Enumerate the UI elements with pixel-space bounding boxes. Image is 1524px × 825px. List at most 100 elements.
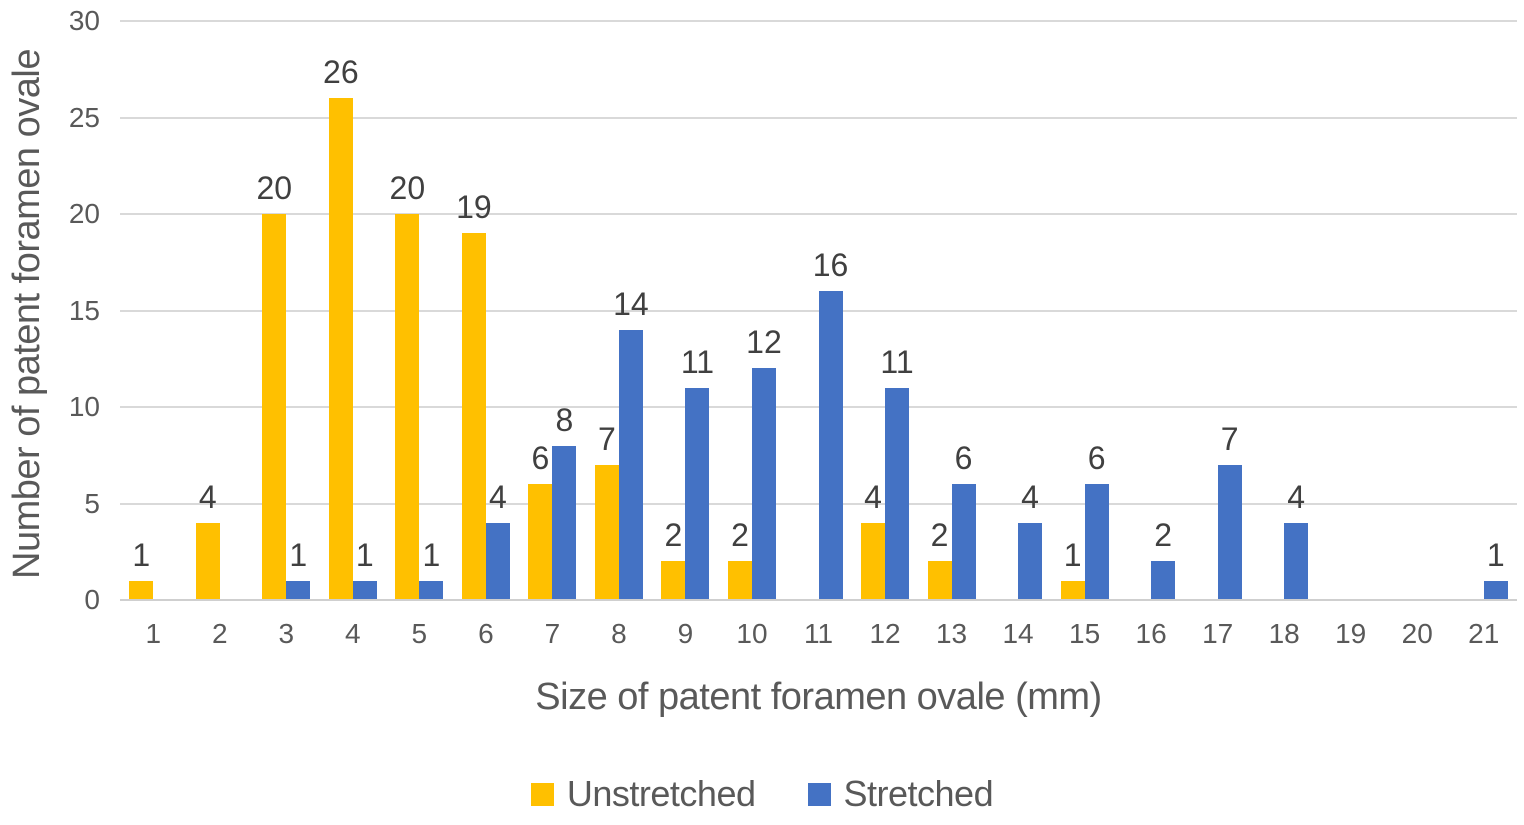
bar-stretched-6 [485, 522, 510, 600]
bar-label-stretched-12: 11 [880, 343, 914, 380]
x-axis-title: Size of patent foramen ovale (mm) [535, 676, 1102, 718]
x-axis-tick-13: 13 [935, 618, 968, 649]
bar-label-stretched-7: 8 [555, 401, 574, 438]
bar-unstretched-2 [195, 522, 220, 600]
bar-label-unstretched-15: 1 [1063, 536, 1082, 573]
legend-item-unstretched: Unstretched [530, 773, 756, 815]
bar-unstretched-7 [528, 484, 553, 600]
legend-label-stretched: Stretched [843, 773, 994, 814]
x-axis-tick-4: 4 [345, 618, 361, 649]
x-axis-tick-16: 16 [1135, 618, 1167, 649]
bar-label-unstretched-10: 2 [731, 517, 749, 554]
bar-stretched-13 [951, 484, 976, 600]
x-axis-tick-9: 9 [677, 618, 694, 649]
bar-unstretched-3 [262, 214, 287, 600]
x-axis-tick-18: 18 [1268, 618, 1300, 649]
bar-stretched-21 [1483, 580, 1508, 600]
x-axis-tick-21: 21 [1468, 618, 1500, 649]
bar-unstretched-10 [727, 561, 752, 600]
y-axis-tick-10: 10 [68, 391, 100, 422]
bar-label-stretched-13: 6 [954, 440, 973, 477]
bar-stretched-11 [818, 291, 843, 600]
bar-label-unstretched-8: 7 [598, 420, 616, 457]
x-axis-tick-2: 2 [211, 618, 228, 649]
bar-stretched-10 [751, 368, 776, 600]
x-axis-tick-15: 15 [1069, 618, 1101, 649]
bar-label-stretched-10: 12 [746, 324, 782, 361]
bar-stretched-4 [352, 580, 377, 600]
y-axis-ticks: 0 5 10 15 20 25 30 [0, 5, 100, 615]
bar-label-stretched-18: 4 [1287, 478, 1306, 515]
bar-label-stretched-6: 4 [488, 478, 507, 515]
bar-stretched-8 [618, 329, 643, 600]
bar-unstretched-9 [661, 561, 686, 600]
bar-unstretched-6 [461, 233, 486, 600]
gridline-25 [120, 116, 1517, 119]
bar-label-unstretched-9: 2 [664, 517, 683, 554]
x-axis-tick-14: 14 [1002, 618, 1034, 649]
bar-label-stretched-14: 4 [1021, 478, 1039, 515]
plot-area: 1 4 20 1 26 1 20 1 19 4 6 8 7 14 2 11 2 12 16 4 11 2 6 4 1 6 2 7 4 1 [120, 20, 1517, 601]
y-axis-tick-15: 15 [68, 294, 100, 326]
bar-label-stretched-11: 16 [812, 247, 849, 284]
x-axis-tick-11: 11 [803, 618, 834, 649]
gridline-30 [120, 20, 1517, 22]
x-axis-tick-10: 10 [736, 618, 768, 649]
bar-stretched-7 [552, 445, 577, 600]
bar-label-stretched-15: 6 [1087, 440, 1106, 477]
bar-label-unstretched-4: 26 [323, 54, 359, 91]
legend-label-unstretched: Unstretched [566, 773, 756, 814]
bar-stretched-3 [286, 580, 311, 600]
legend-item-stretched: Stretched [807, 773, 994, 815]
bar-unstretched-15 [1060, 580, 1085, 600]
x-axis-tick-17: 17 [1202, 618, 1234, 649]
bar-label-unstretched-1: 1 [132, 536, 151, 573]
bar-stretched-9 [685, 387, 710, 600]
bar-unstretched-8 [594, 464, 619, 600]
gridline-20 [120, 213, 1517, 215]
bar-label-unstretched-13: 2 [930, 517, 949, 554]
x-axis-tick-20: 20 [1401, 618, 1433, 649]
y-axis-tick-5: 5 [84, 487, 100, 519]
bar-stretched-18 [1284, 522, 1309, 600]
y-axis-tick-30: 30 [68, 5, 100, 36]
legend: Unstretched Stretched [0, 770, 1524, 818]
bar-label-stretched-16: 2 [1154, 517, 1172, 554]
bar-unstretched-4 [328, 98, 353, 600]
bar-label-stretched-5: 1 [422, 536, 441, 573]
bar-label-stretched-8: 14 [613, 285, 649, 322]
bar-unstretched-5 [395, 214, 420, 600]
x-axis-tick-6: 6 [478, 618, 494, 649]
x-axis-tick-19: 19 [1335, 618, 1367, 649]
y-axis-tick-20: 20 [68, 198, 100, 229]
x-axis-tick-1: 1 [145, 618, 162, 649]
legend-swatch-stretched-icon [807, 782, 831, 806]
x-axis-ticks: 1 2 3 4 5 6 7 8 9 10 11 12 13 14 15 16 17 18 19 20 21 [120, 612, 1517, 656]
bar-unstretched-12 [861, 522, 886, 600]
bar-label-unstretched-7: 6 [531, 440, 550, 477]
x-axis-tick-7: 7 [544, 618, 561, 649]
bar-label-unstretched-2: 4 [198, 478, 217, 515]
x-axis-tick-3: 3 [278, 618, 295, 649]
bar-stretched-16 [1151, 561, 1176, 600]
x-axis-line [120, 599, 1517, 601]
bar-label-stretched-21: 1 [1486, 536, 1505, 573]
bar-stretched-5 [419, 580, 444, 600]
x-axis-tick-8: 8 [611, 618, 627, 649]
bar-unstretched-1 [129, 580, 154, 600]
bar-label-unstretched-5: 20 [389, 170, 426, 206]
legend-swatch-unstretched-icon [530, 782, 554, 806]
bar-unstretched-13 [927, 561, 952, 600]
bar-stretched-15 [1084, 484, 1109, 600]
bar-label-unstretched-6: 19 [456, 189, 492, 226]
x-axis-tick-12: 12 [869, 618, 901, 649]
bar-stretched-14 [1018, 522, 1043, 600]
bar-label-stretched-3: 1 [289, 536, 308, 573]
bar-label-stretched-17: 7 [1220, 420, 1239, 457]
bar-label-stretched-4: 1 [355, 536, 374, 573]
bar-label-unstretched-3: 20 [256, 170, 293, 206]
y-axis-tick-25: 25 [68, 101, 100, 133]
y-axis-tick-0: 0 [84, 584, 100, 615]
bar-label-unstretched-12: 4 [864, 478, 882, 515]
